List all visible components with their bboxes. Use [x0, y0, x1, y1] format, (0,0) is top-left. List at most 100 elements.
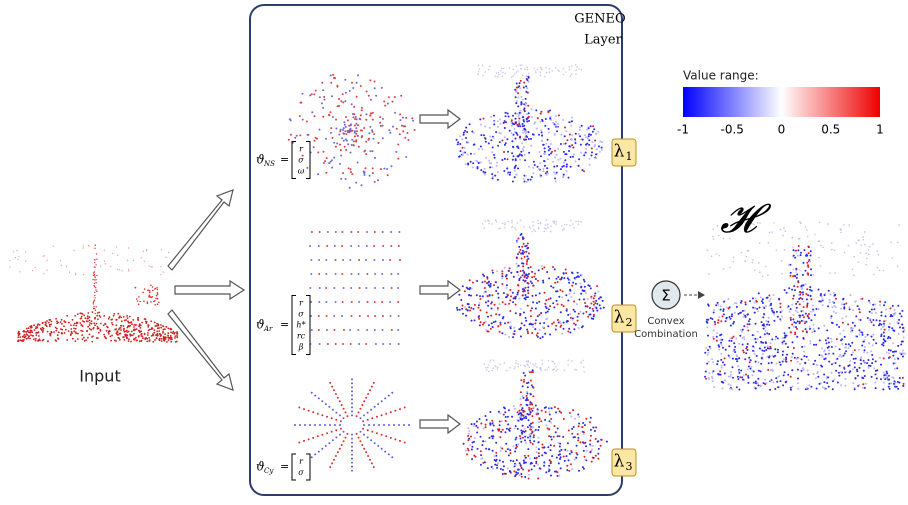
point — [508, 454, 510, 456]
point — [531, 231, 533, 233]
point — [894, 368, 896, 370]
point — [571, 433, 573, 435]
point — [792, 246, 794, 248]
point — [528, 469, 530, 471]
point — [515, 312, 517, 314]
point — [484, 227, 486, 229]
point — [523, 397, 525, 399]
point — [519, 435, 521, 437]
point — [499, 420, 501, 422]
point — [591, 461, 593, 463]
point — [333, 459, 335, 461]
point — [563, 322, 565, 324]
point — [394, 410, 396, 412]
point — [528, 419, 530, 421]
point — [83, 321, 85, 323]
point — [569, 134, 571, 136]
point — [816, 364, 818, 366]
point — [339, 448, 341, 450]
point — [160, 274, 161, 275]
point — [509, 367, 511, 369]
point — [364, 174, 366, 176]
point — [35, 340, 37, 342]
point — [806, 298, 808, 300]
point — [716, 332, 718, 334]
point — [716, 363, 718, 365]
point — [717, 373, 719, 375]
point — [117, 255, 118, 256]
point — [474, 304, 476, 306]
point — [561, 304, 563, 306]
point — [548, 298, 550, 300]
point — [833, 379, 835, 381]
point — [321, 400, 323, 402]
point — [94, 279, 95, 280]
point — [546, 307, 548, 309]
point — [154, 322, 156, 324]
point — [480, 423, 482, 425]
point — [881, 334, 883, 336]
point — [821, 347, 823, 349]
point — [144, 261, 145, 262]
point — [736, 306, 738, 308]
point — [720, 320, 722, 322]
point — [816, 372, 818, 374]
point — [500, 132, 502, 134]
point — [513, 68, 515, 70]
point — [507, 423, 509, 425]
point — [500, 123, 502, 125]
point — [533, 276, 535, 278]
point — [354, 130, 356, 132]
point — [93, 322, 95, 324]
point — [508, 336, 510, 338]
point — [578, 425, 580, 427]
point — [555, 370, 557, 372]
point — [523, 226, 525, 228]
point — [515, 464, 517, 466]
point — [392, 126, 394, 128]
point — [559, 450, 561, 452]
point — [585, 418, 587, 420]
point — [492, 450, 494, 452]
point — [498, 314, 500, 316]
kernel-equals: = — [280, 460, 289, 473]
point — [793, 269, 795, 271]
point — [797, 320, 799, 322]
point — [394, 112, 396, 114]
point — [570, 220, 572, 222]
point — [883, 372, 885, 374]
point — [531, 384, 533, 386]
point — [72, 319, 74, 321]
point — [597, 453, 599, 455]
point — [582, 289, 584, 291]
point — [524, 436, 526, 438]
point — [527, 69, 529, 71]
point — [108, 333, 110, 335]
point — [549, 469, 551, 471]
point — [516, 266, 518, 268]
point — [745, 374, 747, 376]
point — [797, 255, 799, 257]
point — [575, 73, 577, 75]
point — [594, 306, 596, 308]
point — [554, 123, 556, 125]
point — [760, 363, 762, 365]
point — [548, 435, 550, 437]
kernel-param: σ — [298, 310, 304, 319]
point — [506, 284, 508, 286]
point — [501, 159, 503, 161]
point — [831, 346, 833, 348]
point — [542, 168, 544, 170]
point — [880, 315, 882, 317]
point — [594, 302, 596, 304]
point — [120, 329, 122, 331]
point — [884, 378, 886, 380]
point — [61, 265, 62, 266]
point — [720, 305, 722, 307]
point — [554, 268, 556, 270]
point — [776, 363, 778, 365]
point — [546, 167, 548, 169]
point — [332, 137, 334, 139]
point — [502, 223, 504, 225]
point — [514, 475, 516, 477]
